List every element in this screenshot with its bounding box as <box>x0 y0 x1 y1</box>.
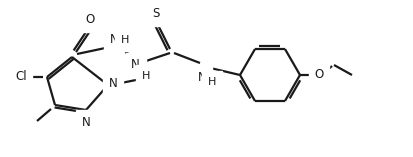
Text: Cl: Cl <box>15 70 27 84</box>
Text: N: N <box>109 78 117 90</box>
Text: S: S <box>152 7 159 20</box>
Text: O: O <box>313 68 323 81</box>
Text: O: O <box>85 13 95 26</box>
Text: H: H <box>121 35 129 45</box>
Text: N: N <box>197 71 206 84</box>
Text: N: N <box>109 33 118 46</box>
Text: N: N <box>81 116 90 129</box>
Text: H: H <box>207 77 216 87</box>
Text: N: N <box>131 59 140 71</box>
Text: H: H <box>142 71 150 81</box>
